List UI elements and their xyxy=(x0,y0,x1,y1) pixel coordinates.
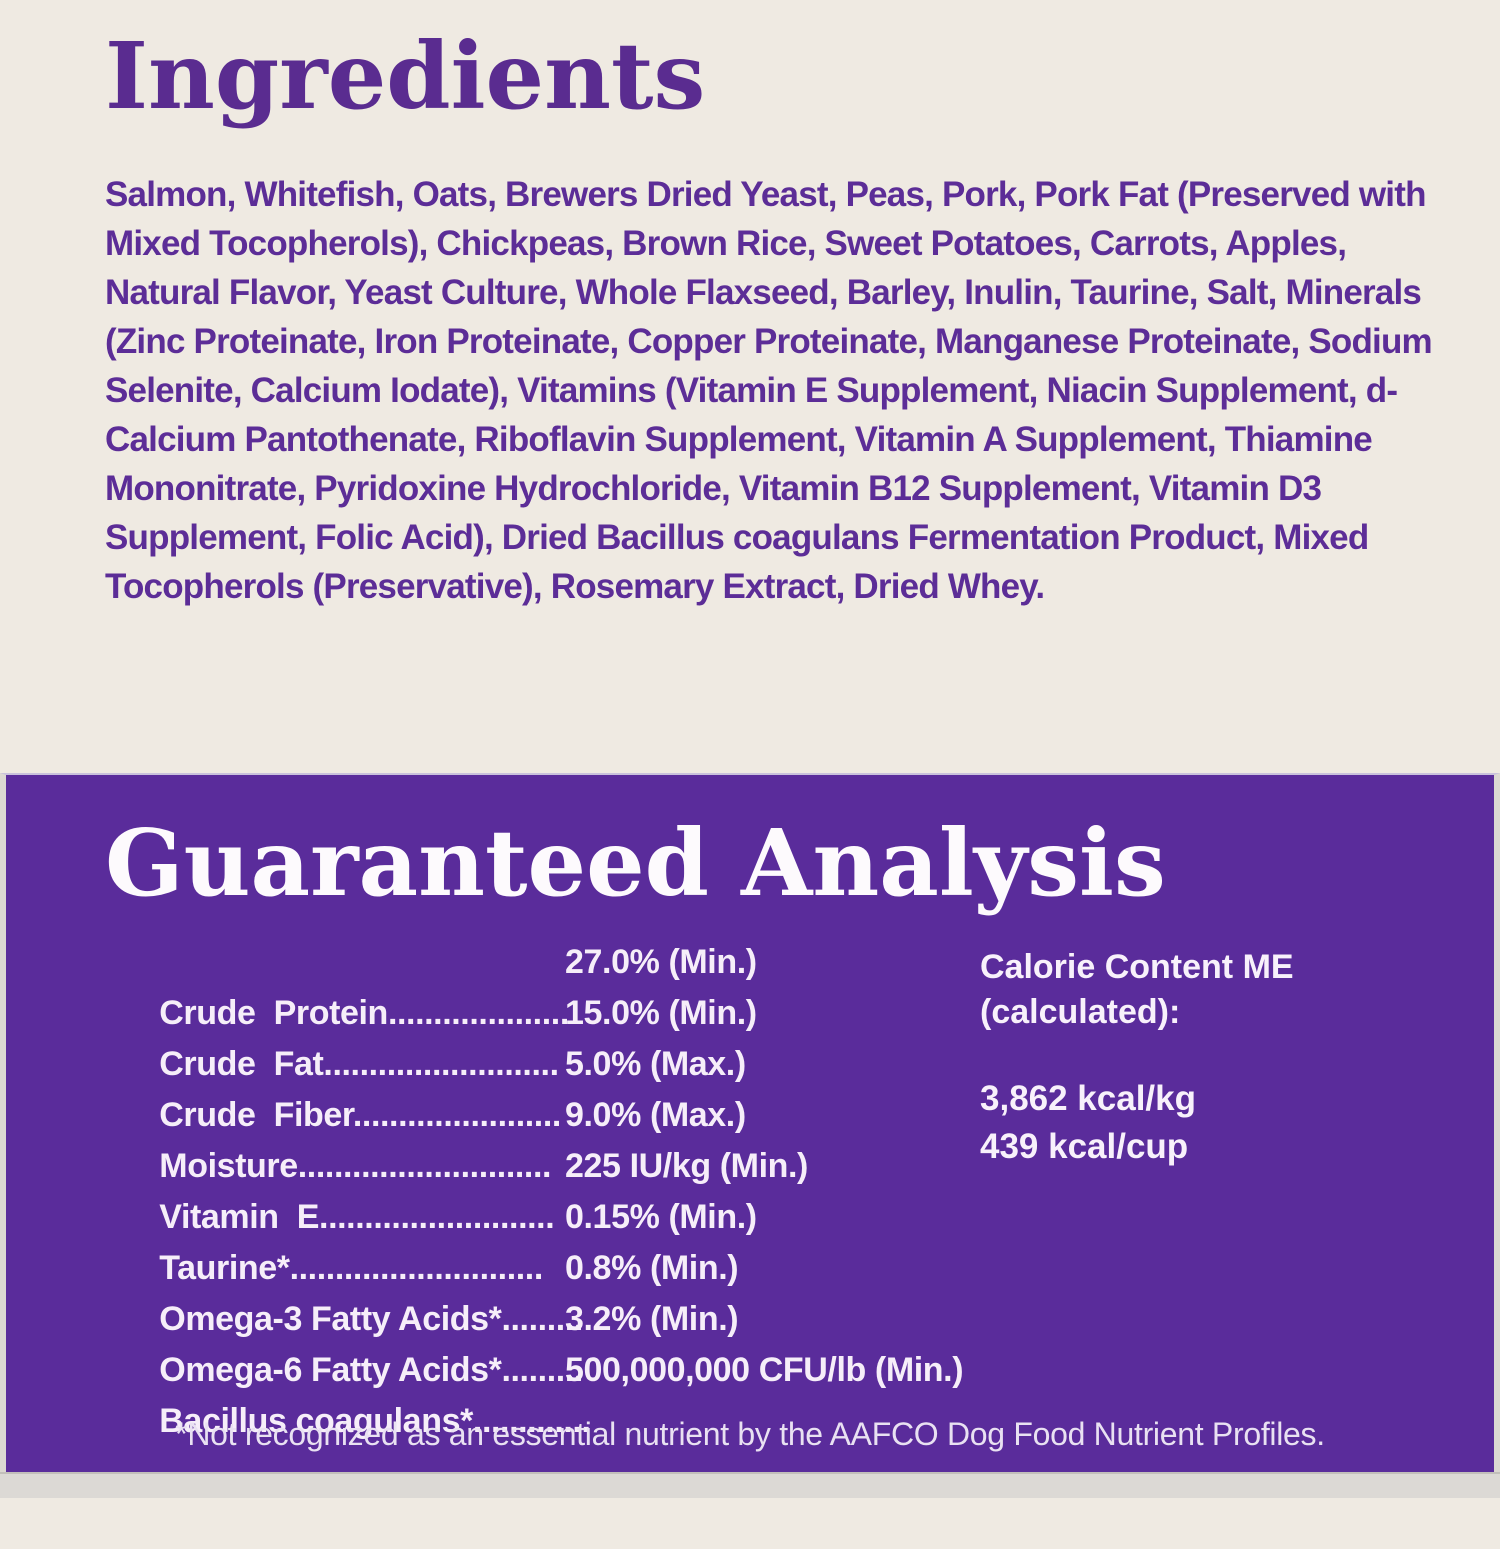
dot-leader: .......................... xyxy=(323,1045,559,1083)
nutrient-value: 500,000,000 CFU/lb (Min.) xyxy=(565,1351,964,1389)
calorie-heading-line1: Calorie Content ME xyxy=(980,948,1294,986)
nutrient-name: Crude Fiber xyxy=(159,1096,353,1134)
dot-leader: ....................... xyxy=(352,1096,561,1134)
kcal-per-cup: 439 kcal/cup xyxy=(980,1127,1189,1166)
calorie-values: 3,862 kcal/kg 439 kcal/cup xyxy=(980,1075,1294,1171)
nutrient-name: Vitamin E xyxy=(159,1198,320,1236)
analysis-table: Crude Protein.................... 27.0% … xyxy=(105,937,1494,1440)
nutrient-name: Moisture xyxy=(159,1147,298,1185)
dot-leader: ......... xyxy=(501,1300,583,1338)
dot-leader: .......................... xyxy=(319,1198,555,1236)
nutrient-value: 0.8% (Min.) xyxy=(565,1249,739,1287)
calorie-content-block: Calorie Content ME (calculated): 3,862 k… xyxy=(980,945,1294,1171)
nutrient-name: Taurine* xyxy=(159,1249,290,1287)
nutrient-name: Crude Fat xyxy=(159,1045,324,1083)
nutrient-name: Omega-6 Fatty Acids* xyxy=(159,1351,502,1389)
nutrient-value: 9.0% (Max.) xyxy=(565,1096,746,1134)
kcal-per-kg: 3,862 kcal/kg xyxy=(980,1079,1196,1118)
table-row: Moisture............................ 9.0… xyxy=(105,1090,1205,1185)
label-bottom-edge xyxy=(0,1472,1500,1498)
aafco-footnote: *Not recognized as an essential nutrient… xyxy=(175,1416,1325,1452)
nutrient-value: 15.0% (Min.) xyxy=(565,994,757,1032)
nutrient-name: Omega-3 Fatty Acids* xyxy=(159,1300,502,1338)
ingredients-title: Ingredients xyxy=(105,22,706,130)
table-row: Omega-6 Fatty Acids*......... 3.2% (Min.… xyxy=(105,1294,1205,1389)
table-row: Vitamin E.......................... 225 … xyxy=(105,1141,1205,1236)
table-row: Taurine*............................ 0.1… xyxy=(105,1192,1205,1287)
nutrient-value: 0.15% (Min.) xyxy=(565,1198,757,1236)
nutrient-value: 27.0% (Min.) xyxy=(565,943,757,981)
dot-leader: ............................ xyxy=(297,1147,552,1185)
table-row: Crude Fat.......................... 15.0… xyxy=(105,988,1205,1083)
nutrient-value: 3.2% (Min.) xyxy=(565,1300,739,1338)
ingredients-section: Ingredients Salmon, Whitefish, Oats, Bre… xyxy=(0,0,1500,773)
guaranteed-analysis-title: Guaranteed Analysis xyxy=(105,809,1166,917)
table-row: Omega-3 Fatty Acids*......... 0.8% (Min.… xyxy=(105,1243,1205,1338)
table-row: Crude Fiber....................... 5.0% … xyxy=(105,1039,1205,1134)
dot-leader: ............. xyxy=(472,1402,591,1440)
nutrient-name: Crude Protein xyxy=(159,994,388,1032)
nutrient-value: 5.0% (Max.) xyxy=(565,1045,746,1083)
ingredients-list-text: Salmon, Whitefish, Oats, Brewers Dried Y… xyxy=(105,175,1433,606)
table-row: Bacillus coagulans*............. 500,000… xyxy=(105,1345,1205,1440)
table-row: Crude Protein.................... 27.0% … xyxy=(105,937,1205,1032)
dot-leader: ......... xyxy=(501,1351,583,1389)
guaranteed-analysis-section: Guaranteed Analysis Crude Protein.......… xyxy=(0,773,1500,1472)
nutrient-name: Bacillus coagulans* xyxy=(159,1402,473,1440)
dot-leader: .................... xyxy=(387,994,569,1032)
calorie-heading-line2: (calculated): xyxy=(980,993,1181,1031)
dot-leader: ............................ xyxy=(289,1249,544,1287)
nutrient-value: 225 IU/kg (Min.) xyxy=(565,1147,808,1185)
